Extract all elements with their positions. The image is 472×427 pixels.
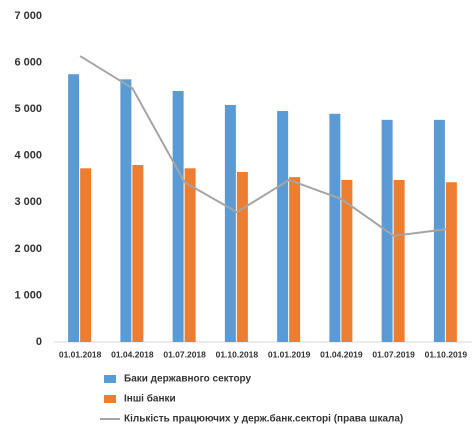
y-tick-label: 1 000 xyxy=(14,289,42,301)
bar xyxy=(80,168,92,342)
bar xyxy=(445,182,457,342)
x-tick-label: 01.04.2018 xyxy=(111,349,154,359)
x-tick-label: 01.01.2018 xyxy=(59,349,102,359)
bar xyxy=(184,168,196,342)
legend-label: Інші банки xyxy=(124,393,176,405)
y-tick-label: 2 000 xyxy=(14,243,42,255)
legend-swatch xyxy=(104,395,116,403)
x-tick-label: 01.07.2018 xyxy=(163,349,206,359)
x-tick-label: 01.10.2018 xyxy=(216,349,259,359)
line xyxy=(79,55,446,237)
bar xyxy=(172,90,184,342)
bar xyxy=(120,79,132,342)
bar xyxy=(393,179,405,342)
bar xyxy=(236,172,248,342)
bar xyxy=(289,177,301,342)
y-tick-label: 5 000 xyxy=(14,103,42,115)
bar xyxy=(277,111,289,343)
y-tick-label: 3 000 xyxy=(14,196,42,208)
x-tick-label: 01.04.2019 xyxy=(320,349,363,359)
y-tick-label: 4 000 xyxy=(14,150,42,162)
bar xyxy=(329,113,341,342)
legend-swatch xyxy=(104,375,116,383)
bar xyxy=(341,179,353,342)
x-tick-label: 01.01.2019 xyxy=(268,349,311,359)
y-tick-label: 7 000 xyxy=(14,10,42,22)
y-tick-label: 6 000 xyxy=(14,56,42,68)
bar xyxy=(68,74,80,342)
bar xyxy=(224,104,236,342)
legend-label: Кількість працюючих у держ.банк.секторі … xyxy=(124,413,403,425)
x-tick-label: 01.10.2019 xyxy=(425,349,468,359)
y-tick-label: 0 xyxy=(36,336,42,348)
bar xyxy=(132,165,144,342)
x-tick-label: 01.07.2019 xyxy=(372,349,415,359)
legend-label: Баки державного сектору xyxy=(124,374,252,385)
